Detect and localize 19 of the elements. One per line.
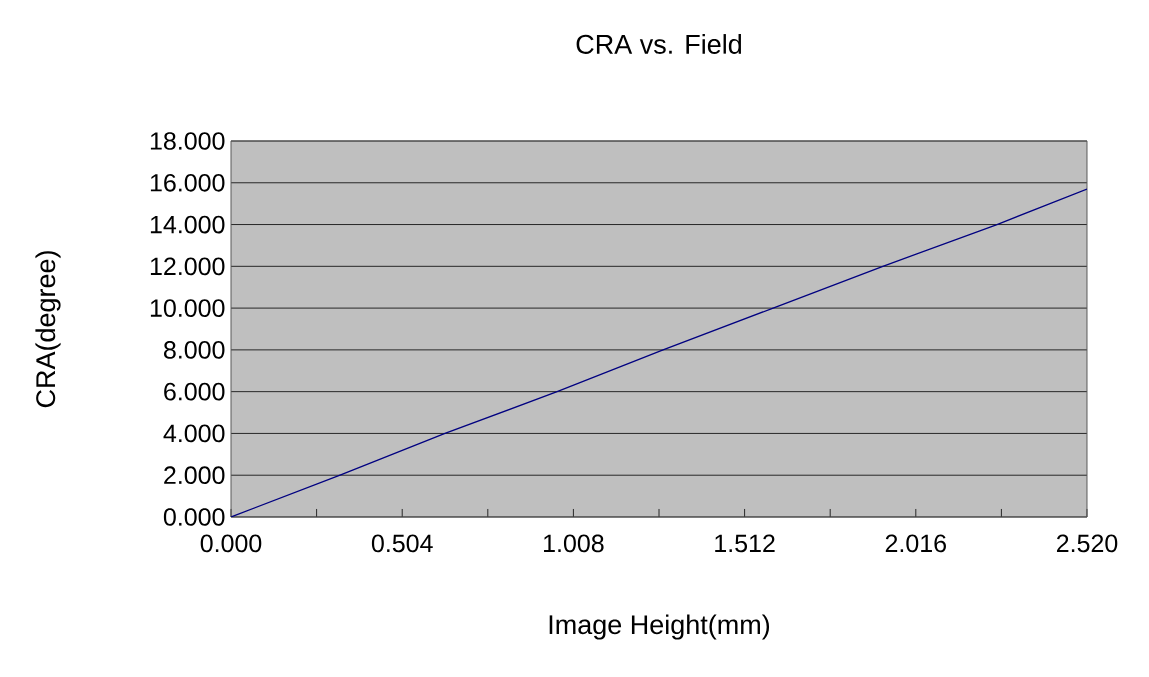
- y-tick-label: 10.000: [150, 299, 225, 317]
- x-tick-label: 0.504: [371, 534, 433, 553]
- x-axis-title: Image Height(mm): [549, 614, 770, 640]
- y-tick-label: 18.000: [150, 132, 225, 150]
- y-tick-label: 4.000: [163, 424, 225, 443]
- y-tick-label: 12.000: [150, 257, 225, 276]
- y-tick-label: 16.000: [150, 173, 225, 192]
- y-tick-label: 0.000: [163, 508, 225, 526]
- y-tick-label: 8.000: [164, 341, 225, 359]
- y-tick-label: 2.000: [164, 466, 225, 485]
- y-tick-label: 14.000: [150, 215, 225, 234]
- x-tick-label: 2.520: [1056, 534, 1118, 553]
- y-tick-label: 6.000: [164, 382, 225, 401]
- x-tick-label: 1.512: [715, 534, 775, 553]
- y-axis-title: CRA(degree): [35, 251, 61, 408]
- x-tick-label: 2.016: [885, 534, 946, 553]
- chart-title: CRA vs. Field: [576, 34, 742, 54]
- x-tick-label: 0.000: [200, 534, 262, 553]
- x-tick-label: 1.008: [544, 534, 604, 553]
